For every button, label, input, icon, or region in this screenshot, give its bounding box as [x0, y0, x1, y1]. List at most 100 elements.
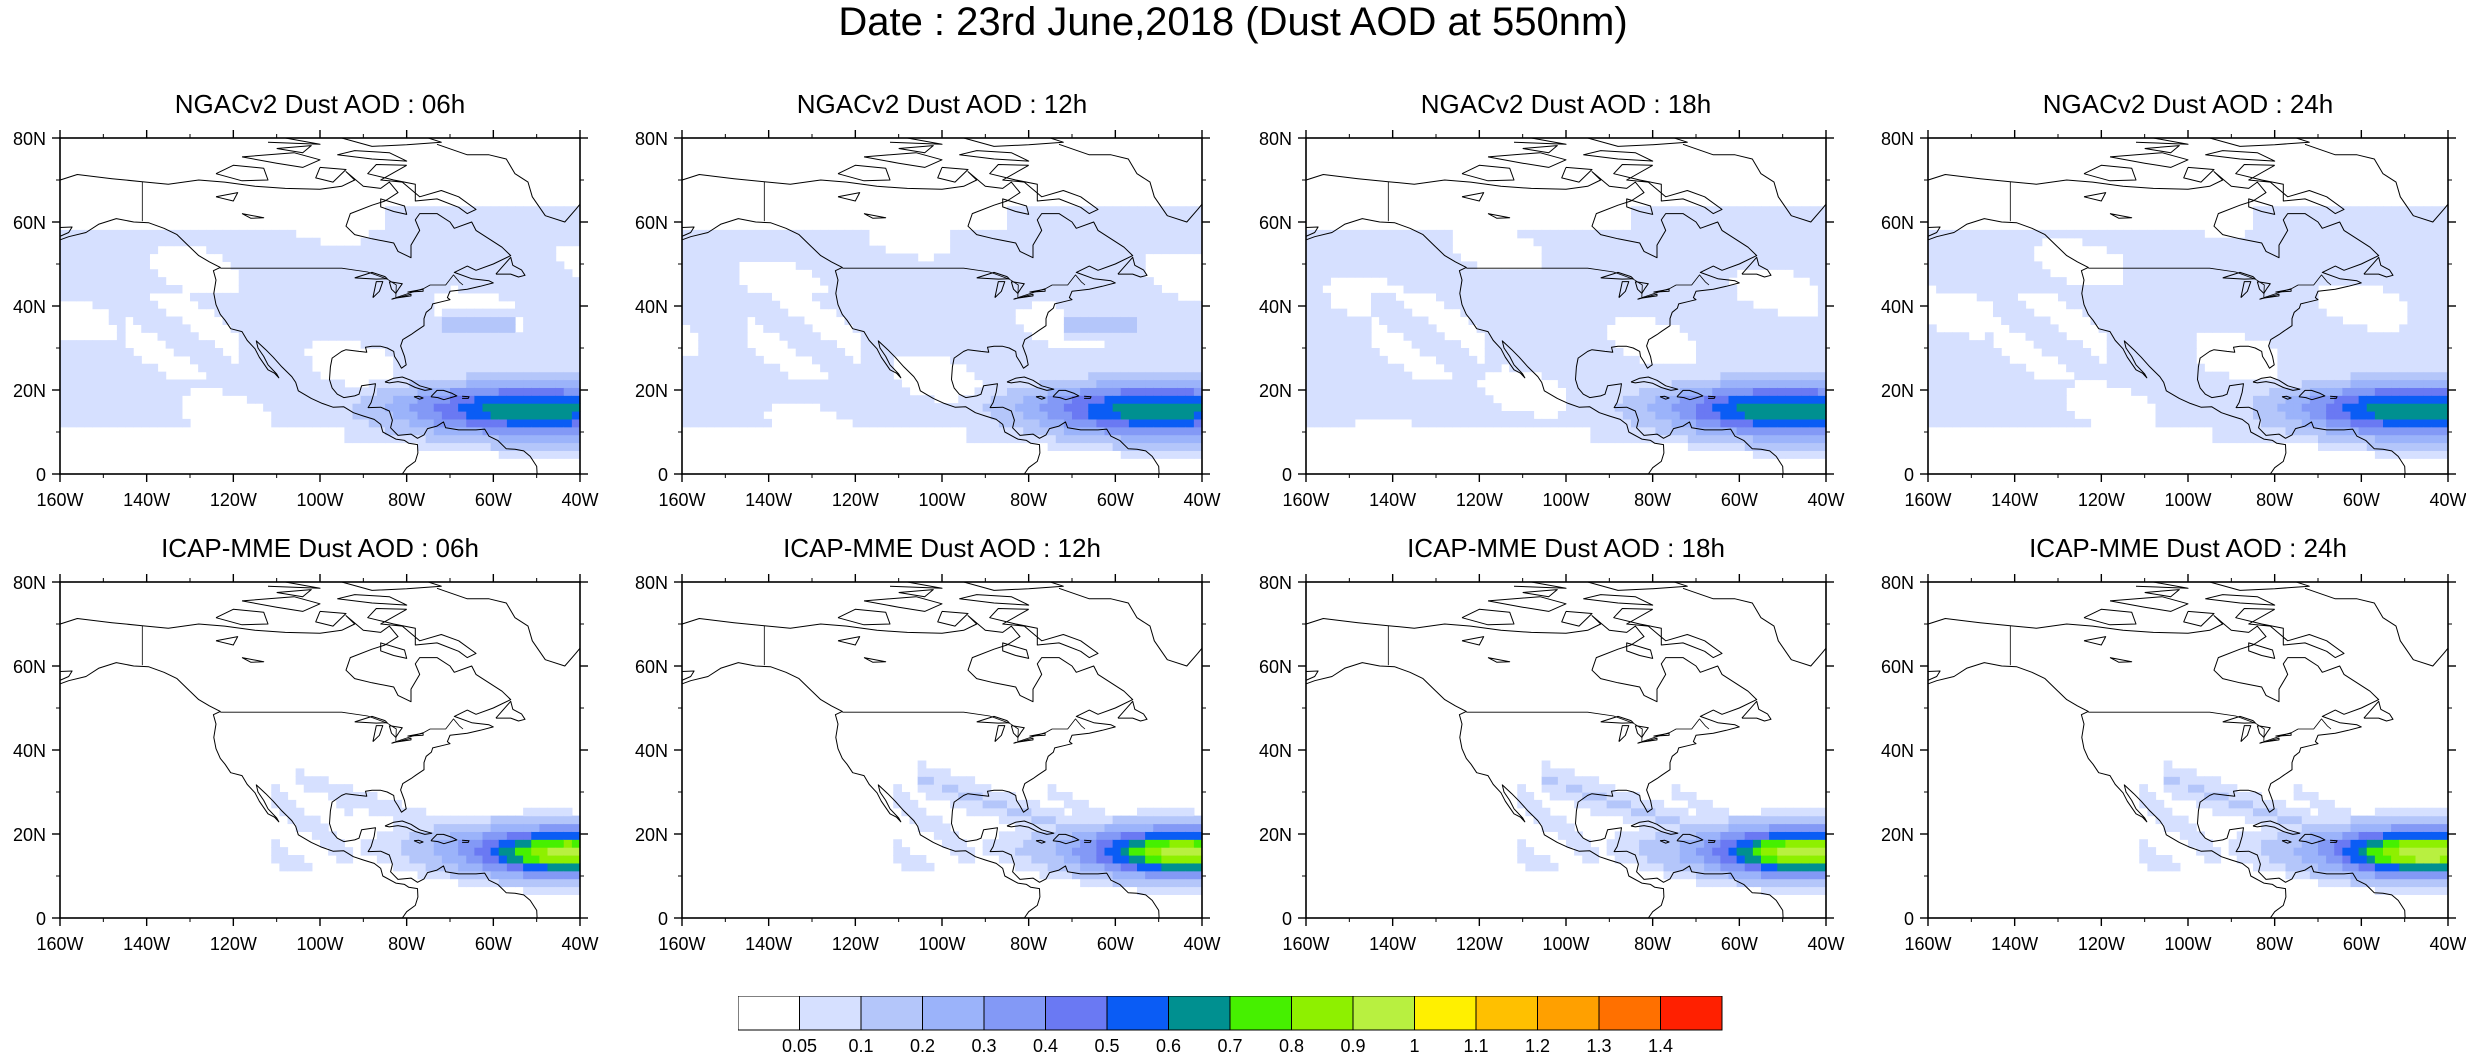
- dust-cell: [1387, 277, 1396, 286]
- dust-cell: [974, 245, 984, 255]
- dust-cell: [555, 261, 565, 270]
- dust-cell: [1063, 277, 1073, 286]
- dust-cell: [1557, 269, 1567, 278]
- dust-cell: [803, 229, 813, 239]
- dust-cell: [998, 418, 1008, 428]
- dust-cell: [1145, 363, 1154, 373]
- dust-cell: [1712, 300, 1721, 310]
- dust-cell: [1769, 387, 1778, 396]
- dust-cell: [1193, 308, 1203, 318]
- lake-outline: [241, 213, 265, 219]
- dust-cell: [1712, 214, 1721, 223]
- dust-cell: [2009, 387, 2018, 396]
- dust-cell: [1023, 229, 1032, 239]
- dust-cell: [698, 395, 707, 404]
- dust-cell: [1314, 363, 1323, 373]
- dust-cell: [328, 245, 337, 255]
- dust-cell: [820, 355, 829, 365]
- dust-cell: [1346, 340, 1356, 349]
- dust-cell: [1476, 403, 1486, 412]
- dust-cell: [1047, 285, 1057, 294]
- dust-cell: [433, 206, 443, 215]
- dust-cell: [1185, 434, 1195, 444]
- dust-cell: [1063, 316, 1073, 325]
- dust-cell: [795, 332, 805, 341]
- dust-cell: [925, 340, 935, 349]
- dust-cell: [1080, 332, 1089, 341]
- dust-cell: [990, 332, 1000, 341]
- dust-cell: [1541, 292, 1551, 302]
- dust-cell: [950, 316, 959, 325]
- dust-cell: [1007, 434, 1016, 444]
- dust-cell: [255, 324, 264, 333]
- dust-cell: [1928, 253, 1937, 262]
- dust-cell: [482, 387, 492, 396]
- dust-cell: [181, 418, 191, 428]
- dust-cell: [255, 371, 264, 381]
- dust-cell: [523, 285, 532, 294]
- dust-cell: [1696, 292, 1705, 302]
- dust-cell: [1777, 371, 1786, 381]
- dust-cell: [352, 277, 362, 286]
- dust-cell: [303, 395, 313, 404]
- dust-cell: [1403, 269, 1413, 278]
- dust-cell: [190, 355, 199, 365]
- dust-cell: [506, 411, 516, 420]
- dust-cell: [1015, 395, 1024, 404]
- dust-cell: [1072, 292, 1081, 302]
- dust-cell: [1952, 379, 1962, 388]
- dust-cell: [868, 292, 878, 302]
- dust-cell: [714, 387, 724, 396]
- dust-cell: [1080, 316, 1089, 325]
- dust-cell: [966, 332, 976, 341]
- dust-cell: [828, 292, 837, 302]
- dust-cell: [149, 308, 159, 318]
- dust-cell: [482, 395, 492, 404]
- dust-cell: [393, 418, 402, 428]
- dust-cell: [214, 245, 224, 255]
- dust-cell: [828, 363, 837, 373]
- dust-cell: [1952, 363, 1962, 373]
- dust-cell: [271, 363, 280, 373]
- dust-cell: [1137, 348, 1146, 357]
- coastline: [1587, 138, 1688, 147]
- dust-cell: [515, 387, 524, 396]
- dust-cell: [844, 245, 854, 255]
- dust-cell: [360, 340, 370, 349]
- dust-cell: [755, 300, 764, 310]
- dust-cell: [1354, 371, 1364, 381]
- dust-cell: [1582, 261, 1591, 270]
- dust-cell: [198, 292, 207, 302]
- dust-cell: [1777, 237, 1786, 247]
- dust-cell: [925, 403, 935, 412]
- dust-cell: [974, 285, 984, 294]
- dust-cell: [1096, 387, 1106, 396]
- dust-cell: [942, 269, 951, 278]
- dust-cell: [1993, 229, 2002, 239]
- dust-cell: [1120, 450, 1130, 459]
- dust-cell: [1007, 371, 1016, 381]
- dust-cell: [1354, 253, 1364, 262]
- dust-cell: [1080, 292, 1089, 302]
- dust-cell: [311, 308, 321, 318]
- dust-cell: [498, 308, 508, 318]
- lake-outline: [1013, 293, 1034, 300]
- dust-cell: [1468, 371, 1478, 381]
- dust-cell: [482, 403, 492, 412]
- dust-cell: [1112, 348, 1122, 357]
- border-line: [1466, 267, 1710, 298]
- dust-cell: [563, 418, 573, 428]
- dust-cell: [1712, 387, 1721, 396]
- dust-cell: [779, 395, 789, 404]
- dust-cell: [271, 285, 280, 294]
- dust-cell: [279, 245, 289, 255]
- dust-cell: [441, 261, 451, 270]
- dust-cell: [1509, 355, 1518, 365]
- dust-cell: [738, 292, 748, 302]
- dust-cell: [1185, 418, 1195, 428]
- lat-tick-label: 60N: [1259, 213, 1292, 233]
- dust-cell: [1419, 324, 1429, 333]
- dust-cell: [141, 387, 150, 396]
- dust-cell: [417, 261, 427, 270]
- dust-cell: [990, 348, 1000, 357]
